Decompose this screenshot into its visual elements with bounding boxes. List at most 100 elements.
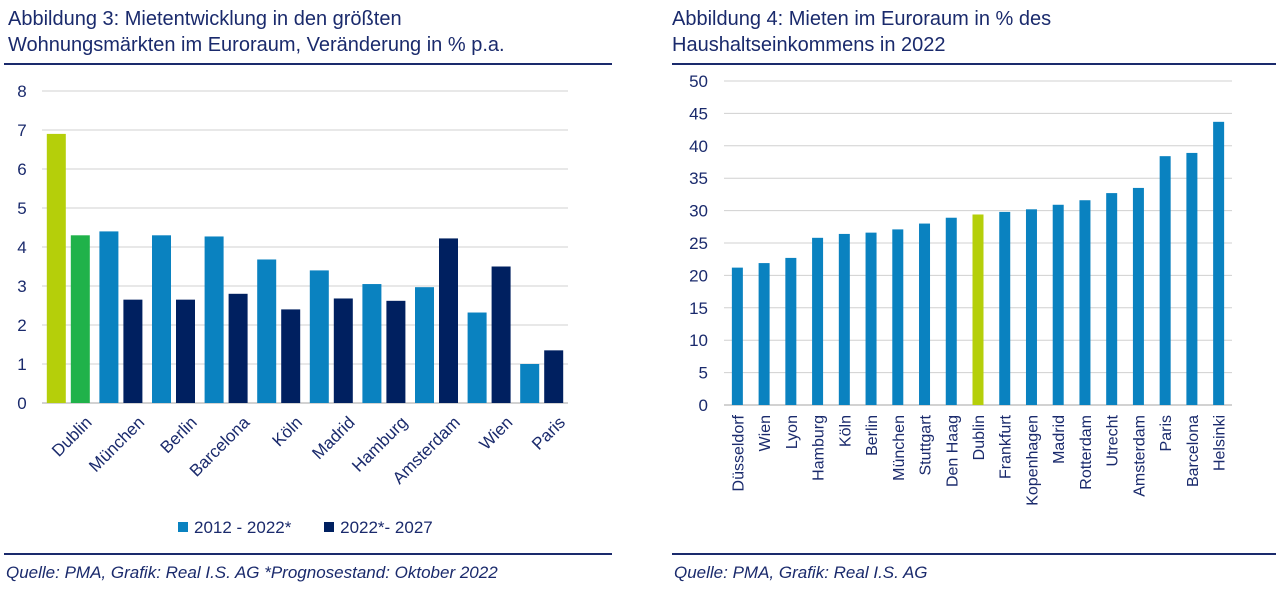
y-tick-label: 10 xyxy=(689,331,708,350)
bar-series2 xyxy=(70,235,90,403)
x-tick-label: Paris xyxy=(1158,415,1175,451)
x-tick-label: Kopenhagen xyxy=(1024,415,1041,506)
x-tick-label: Köln xyxy=(269,413,306,450)
x-tick-label: Frankfurt xyxy=(998,414,1015,479)
right-title-line2: Haushaltseinkommens in 2022 xyxy=(672,34,946,56)
right-bar-chart: 0 5 10 15 20 25 30 35 40 45 50 Düsseldorf Wien Lyon Ha… xyxy=(689,72,1232,506)
bar xyxy=(838,233,850,405)
x-tick-label: Dublin xyxy=(971,415,988,460)
bar xyxy=(1186,152,1198,405)
bar-series1 xyxy=(99,231,119,403)
y-tick-label: 2 xyxy=(17,316,26,335)
y-tick-label: 40 xyxy=(689,137,708,156)
bar-series1 xyxy=(46,133,66,403)
x-tick-label: München xyxy=(85,413,148,476)
x-tick-label: München xyxy=(891,415,908,481)
y-tick-label: 7 xyxy=(17,121,26,140)
bar xyxy=(865,232,877,405)
right-source-note: Quelle: PMA, Grafik: Real I.S. AG xyxy=(674,563,928,582)
bar-series2 xyxy=(544,350,564,403)
legend-label-series2: 2022*- 2027 xyxy=(340,518,433,537)
bar xyxy=(785,257,797,405)
bar xyxy=(919,223,931,405)
x-tick-label: Utrecht xyxy=(1105,414,1122,466)
x-tick-label: Berlin xyxy=(157,413,201,457)
y-tick-label: 15 xyxy=(689,299,708,318)
bar-series2 xyxy=(386,300,406,403)
bar xyxy=(999,211,1011,405)
y-tick-label: 6 xyxy=(17,160,26,179)
bar xyxy=(731,267,743,405)
right-chart-title: Abbildung 4: Mieten im Euroraum in % des… xyxy=(672,6,1051,58)
bar xyxy=(1106,193,1118,405)
left-chart-title: Abbildung 3: Mietentwicklung in den größ… xyxy=(8,6,505,58)
bar-series2 xyxy=(491,266,511,403)
legend-label-series1: 2012 - 2022* xyxy=(194,518,292,537)
x-tick-label: Madrid xyxy=(1051,415,1068,464)
y-tick-label: 8 xyxy=(17,82,26,101)
left-source-rule xyxy=(4,553,612,555)
left-source-note: Quelle: PMA, Grafik: Real I.S. AG *Progn… xyxy=(6,563,498,582)
bar-series2 xyxy=(333,298,353,403)
bar-series1 xyxy=(309,270,329,403)
y-tick-label: 4 xyxy=(17,238,26,257)
y-tick-label: 0 xyxy=(17,394,26,413)
x-tick-label: Wien xyxy=(476,413,517,454)
x-tick-label: Paris xyxy=(528,413,569,454)
x-tick-label: Barcelona xyxy=(1185,415,1202,487)
bar-series2 xyxy=(176,299,195,403)
y-tick-label: 30 xyxy=(689,202,708,221)
right-title-rule xyxy=(672,63,1276,65)
legend-item-series1: 2012 - 2022* xyxy=(178,518,296,537)
right-source-rule xyxy=(672,553,1276,555)
bar-series1 xyxy=(362,284,382,403)
x-tick-label: Amsterdam xyxy=(1131,415,1148,497)
y-tick-label: 45 xyxy=(689,104,708,123)
right-chart-panel: Abbildung 4: Mieten im Euroraum in % des… xyxy=(668,0,1280,592)
bar-series1 xyxy=(415,287,434,403)
left-title-rule xyxy=(4,63,612,65)
bar-series2 xyxy=(281,309,301,403)
bar xyxy=(812,237,824,405)
bar xyxy=(1025,209,1037,405)
x-tick-label: Den Haag xyxy=(944,415,961,487)
x-tick-label: Madrid xyxy=(308,413,358,463)
y-tick-label: 20 xyxy=(689,266,708,285)
left-legend: 2012 - 2022* 2022*- 2027 xyxy=(178,518,433,538)
y-tick-label: 0 xyxy=(699,396,708,415)
x-tick-label: Berlin xyxy=(864,415,881,456)
bar-series1 xyxy=(257,259,277,403)
left-chart-panel: Abbildung 3: Mietentwicklung in den größ… xyxy=(0,0,620,592)
x-tick-label: Dublin xyxy=(48,413,96,461)
bar-series1 xyxy=(467,312,487,403)
y-tick-label: 35 xyxy=(689,169,708,188)
x-tick-label: Helsinki xyxy=(1212,415,1229,471)
legend-swatch-series1 xyxy=(178,522,188,532)
bar xyxy=(972,214,984,405)
bar xyxy=(1213,121,1225,405)
bar-series1 xyxy=(204,236,224,403)
y-tick-label: 5 xyxy=(17,199,26,218)
y-tick-label: 3 xyxy=(17,277,26,296)
y-tick-label: 25 xyxy=(689,234,708,253)
x-tick-label: Wien xyxy=(757,415,774,451)
bar-series1 xyxy=(152,235,171,403)
y-tick-label: 5 xyxy=(699,364,708,383)
bar-series2 xyxy=(123,299,143,403)
bar xyxy=(892,229,904,405)
x-tick-label: Düsseldorf xyxy=(730,414,747,491)
left-title-line2: Wohnungsmärkten im Euroraum, Veränderung… xyxy=(8,34,505,56)
legend-swatch-series2 xyxy=(324,522,335,532)
bar-series1 xyxy=(520,364,540,403)
bar xyxy=(1052,204,1064,405)
legend-item-series2: 2022*- 2027 xyxy=(324,518,433,537)
bar xyxy=(945,217,957,405)
x-tick-label: Hamburg xyxy=(811,415,828,481)
y-tick-label: 1 xyxy=(17,355,26,374)
bar-series2 xyxy=(228,293,248,403)
bar xyxy=(1132,187,1144,405)
bar xyxy=(1079,200,1091,405)
bar xyxy=(1159,156,1171,405)
x-tick-label: Köln xyxy=(837,415,854,447)
x-tick-label: Stuttgart xyxy=(918,414,935,475)
